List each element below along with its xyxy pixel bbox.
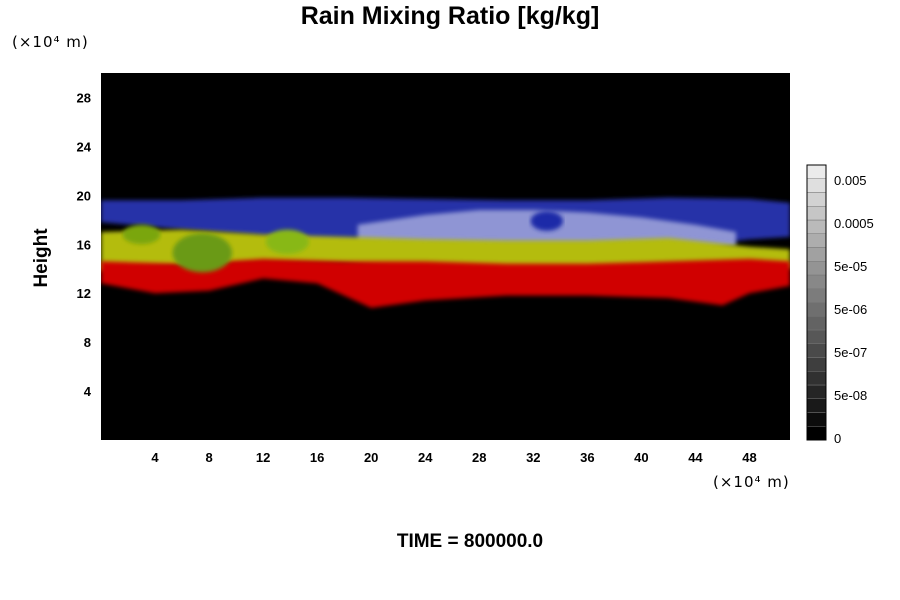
y-tick-label: 28 — [77, 90, 91, 105]
x-tick-label: 20 — [364, 450, 378, 465]
colorbar-step — [806, 371, 827, 386]
y-axis-ticks: 4 8 12 16 20 24 28 — [77, 90, 92, 399]
feature-green-cell-2 — [265, 229, 310, 255]
colorbar-step — [806, 247, 827, 262]
x-tick-label: 40 — [634, 450, 648, 465]
x-tick-label: 48 — [742, 450, 756, 465]
layer-red-band — [101, 258, 790, 308]
colorbar-step — [806, 178, 827, 193]
colorbar-step — [806, 233, 827, 248]
x-tick-label: 44 — [688, 450, 703, 465]
x-tick-label: 32 — [526, 450, 540, 465]
colorbar-label: 5e-08 — [834, 388, 867, 403]
x-tick-label: 36 — [580, 450, 594, 465]
y-tick-label: 20 — [77, 188, 91, 203]
x-tick-label: 4 — [151, 450, 159, 465]
x-tick-label: 28 — [472, 450, 486, 465]
colorbar-step — [806, 302, 827, 317]
x-axis-unit: (×10⁴ m) — [713, 473, 790, 491]
colorbar-step — [806, 398, 827, 413]
feature-blue-bubble — [530, 211, 564, 231]
colorbar-step — [806, 384, 827, 399]
colorbar-label: 5e-06 — [834, 302, 867, 317]
colorbar-step — [806, 274, 827, 289]
colorbar-label: 5e-05 — [834, 259, 867, 274]
x-axis-ticks: 4 8 12 16 20 24 28 32 36 40 44 48 — [151, 450, 756, 465]
colorbar-step — [806, 192, 827, 207]
colorbar-step — [806, 316, 827, 331]
colorbar-label: 0.005 — [834, 173, 867, 188]
feature-green-cell-3 — [122, 224, 161, 245]
colorbar-label: 0.0005 — [834, 216, 874, 231]
colorbar-step — [806, 288, 827, 303]
y-tick-label: 12 — [77, 286, 91, 301]
colorbar-label: 0 — [834, 431, 841, 446]
y-tick-label: 4 — [84, 384, 92, 399]
colorbar: 0 5e-08 5e-07 5e-06 5e-05 0.0005 0.005 — [806, 164, 874, 446]
y-tick-label: 24 — [77, 139, 92, 154]
colorbar-label: 5e-07 — [834, 345, 867, 360]
colorbar-frame — [806, 164, 827, 441]
y-tick-label: 16 — [77, 237, 91, 252]
x-tick-label: 8 — [205, 450, 212, 465]
x-tick-label: 24 — [418, 450, 433, 465]
colorbar-step — [806, 412, 827, 427]
colorbar-step — [806, 219, 827, 234]
colorbar-step — [806, 164, 827, 179]
colorbar-step — [806, 329, 827, 344]
x-tick-label: 12 — [256, 450, 270, 465]
colorbar-step — [806, 343, 827, 358]
colorbar-step — [806, 206, 827, 221]
y-axis-unit: (×10⁴ m) — [12, 33, 89, 51]
field-layers — [101, 197, 790, 308]
colorbar-step — [806, 426, 827, 441]
time-footer: TIME = 800000.0 — [396, 531, 544, 552]
y-tick-label: 8 — [84, 335, 91, 350]
chart-title: Rain Mixing Ratio [kg/kg] — [300, 2, 600, 30]
feature-green-cell-1 — [172, 233, 233, 273]
colorbar-step — [806, 357, 827, 372]
x-tick-label: 16 — [310, 450, 324, 465]
colorbar-step — [806, 261, 827, 276]
